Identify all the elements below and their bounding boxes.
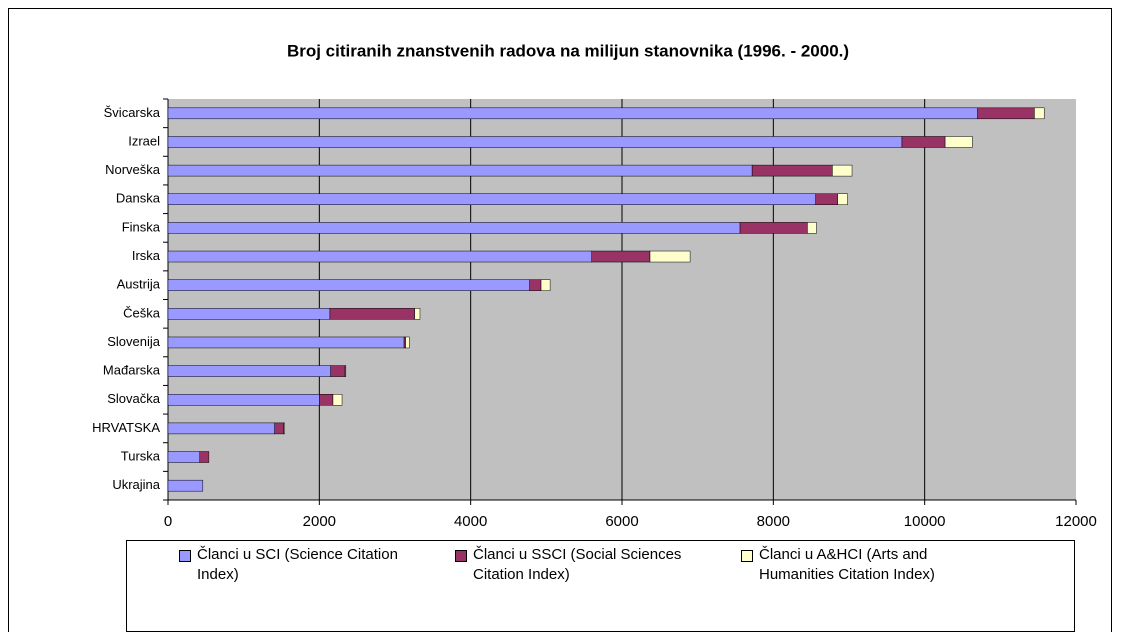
- legend-swatch: [455, 550, 467, 562]
- legend-label: Članci u SCI (Science Citation Index): [197, 546, 398, 583]
- legend-label: Članci u SSCI (Social Sciences Citation …: [473, 546, 682, 583]
- y-tick-label: HRVATSKA: [92, 420, 160, 435]
- y-tick-label: Češka: [123, 305, 161, 320]
- bar-segment: [332, 394, 343, 406]
- y-tick-label: Slovenija: [107, 334, 161, 349]
- chart-title: Broj citiranih znanstvenih radova na mil…: [287, 41, 849, 60]
- y-tick-label: Izrael: [128, 133, 160, 148]
- bar-segment: [901, 136, 946, 148]
- bar-segment: [649, 250, 691, 263]
- bar-segment: [167, 136, 903, 148]
- bar-segment: [167, 308, 331, 320]
- y-tick-label: Mađarska: [103, 363, 161, 378]
- bar-segment: [1034, 107, 1045, 120]
- bar-segment: [330, 365, 346, 377]
- bar-segment: [405, 336, 410, 349]
- bar-segment: [329, 308, 415, 320]
- bar-segment: [167, 164, 753, 177]
- y-tick-label: Finska: [122, 219, 161, 234]
- legend-swatch: [179, 550, 191, 562]
- bar-segment: [815, 193, 838, 205]
- bar-segment: [167, 479, 204, 492]
- y-tick-label: Ukrajina: [112, 477, 160, 492]
- bar-segment: [167, 365, 331, 377]
- bar-segment: [167, 250, 592, 263]
- x-tick-label: 6000: [605, 513, 638, 530]
- bar-segment: [837, 193, 848, 205]
- x-tick-label: 2000: [303, 513, 336, 530]
- bar-segment: [283, 422, 285, 435]
- x-tick-label: 12000: [1055, 513, 1097, 530]
- bar-segment: [167, 279, 530, 291]
- legend-item: Članci u A&HCI (Arts and Humanities Cita…: [739, 545, 979, 585]
- bar-segment: [319, 394, 334, 406]
- y-tick-label: Norveška: [105, 162, 161, 177]
- legend-label: Članci u A&HCI (Arts and Humanities Cita…: [759, 546, 935, 583]
- bar-segment: [167, 193, 816, 205]
- bar-segment: [167, 422, 275, 435]
- y-tick-label: Turska: [121, 448, 161, 463]
- y-tick-label: Švicarska: [104, 105, 161, 120]
- bar-segment: [977, 107, 1035, 120]
- x-tick-label: 10000: [904, 513, 946, 530]
- legend-item: Članci u SSCI (Social Sciences Citation …: [453, 545, 693, 585]
- bar-segment: [944, 136, 973, 148]
- y-tick-label: Slovačka: [107, 391, 161, 406]
- y-tick-label: Austrija: [117, 277, 161, 292]
- bar-segment: [274, 422, 285, 435]
- bar-segment: [807, 222, 817, 234]
- legend-swatch: [741, 550, 753, 562]
- bar-segment: [591, 250, 651, 263]
- x-tick-label: 8000: [757, 513, 790, 530]
- bar-segment: [167, 222, 741, 234]
- x-tick-label: 4000: [454, 513, 487, 530]
- bar-segment: [344, 365, 347, 377]
- legend-item: Članci u SCI (Science Citation Index): [177, 545, 417, 585]
- bar-segment: [414, 308, 421, 320]
- x-tick-label: 0: [164, 513, 172, 530]
- bar-segment: [529, 279, 542, 291]
- bar-segment: [167, 394, 320, 406]
- bar-segment: [167, 451, 201, 463]
- legend: Članci u SCI (Science Citation Index) Čla…: [126, 540, 1075, 632]
- bar-segment: [832, 164, 853, 177]
- bar-segment: [540, 279, 551, 291]
- bar-segment: [199, 451, 210, 463]
- bar-segment: [167, 107, 978, 120]
- bar-segment: [167, 336, 405, 349]
- bar-segment: [739, 222, 808, 234]
- y-tick-label: Irska: [132, 248, 161, 263]
- y-tick-label: Danska: [116, 191, 161, 206]
- bar-segment: [751, 164, 833, 177]
